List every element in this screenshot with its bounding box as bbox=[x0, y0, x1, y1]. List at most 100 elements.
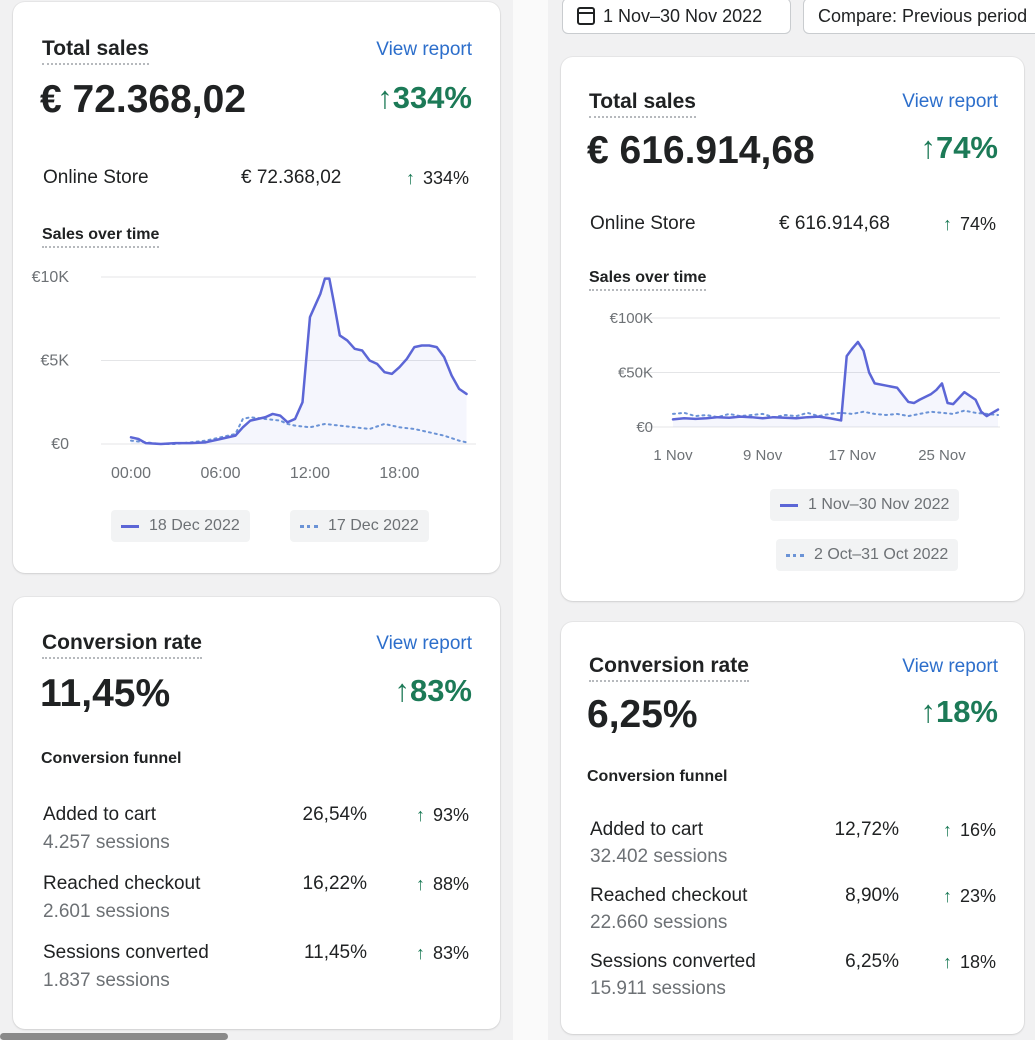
x-tick-label: 9 Nov bbox=[743, 447, 783, 464]
total-sales-value: € 616.914,68 bbox=[587, 129, 815, 172]
funnel-pct: 6,25% bbox=[845, 951, 899, 972]
total-sales-value: € 72.368,02 bbox=[40, 78, 247, 121]
x-tick-label: 18:00 bbox=[379, 465, 419, 482]
funnel-pct: 12,72% bbox=[834, 819, 899, 840]
sales-chart: €0 €50K €100K 1 Nov 9 Nov 17 Nov 25 Nov bbox=[561, 300, 1024, 470]
funnel-label: Sessions converted bbox=[590, 951, 756, 972]
conversion-rate-change: ↑83% bbox=[394, 673, 472, 708]
channel-change: ↑ 334% bbox=[405, 168, 469, 188]
arrow-up-icon: ↑ bbox=[415, 874, 425, 894]
arrow-up-icon: ↑ bbox=[920, 130, 936, 165]
dotted-line-icon bbox=[300, 524, 318, 528]
funnel-pct: 16,22% bbox=[302, 873, 367, 894]
series-area bbox=[131, 278, 467, 444]
conversion-rate-title[interactable]: Conversion rate bbox=[589, 654, 749, 682]
funnel-change: ↑ 16% bbox=[942, 820, 996, 840]
arrow-up-icon: ↑ bbox=[377, 80, 393, 115]
funnel-pct: 8,90% bbox=[845, 885, 899, 906]
arrow-up-icon: ↑ bbox=[942, 820, 952, 840]
funnel-change: ↑ 88% bbox=[415, 874, 469, 894]
arrow-up-icon: ↑ bbox=[415, 805, 425, 825]
conversion-rate-card: Conversion rate View report 11,45% ↑83% … bbox=[13, 597, 500, 1029]
total-sales-change: ↑334% bbox=[377, 80, 472, 115]
panel-divider bbox=[513, 0, 548, 1040]
funnel-change: ↑ 23% bbox=[942, 886, 996, 906]
funnel-change: ↑ 18% bbox=[942, 952, 996, 972]
funnel-label: Sessions converted bbox=[43, 942, 209, 963]
conversion-rate-card: Conversion rate View report 6,25% ↑18% C… bbox=[561, 622, 1024, 1034]
funnel-sessions: 4.257 sessions bbox=[43, 832, 170, 853]
y-tick-label: €0 bbox=[636, 419, 653, 436]
sales-chart: €0 €5K €10K 00:00 06:00 12:00 18:00 bbox=[13, 257, 500, 497]
y-tick-label: €100K bbox=[610, 310, 653, 327]
funnel-sessions: 22.660 sessions bbox=[590, 912, 728, 933]
y-tick-label: €5K bbox=[41, 353, 70, 370]
funnel-label: Reached checkout bbox=[590, 885, 748, 906]
channel-value: € 72.368,02 bbox=[241, 167, 342, 188]
solid-line-icon bbox=[780, 503, 798, 507]
total-sales-card: Total sales View report € 72.368,02 ↑334… bbox=[13, 2, 500, 573]
arrow-up-icon: ↑ bbox=[920, 694, 936, 729]
legend-current[interactable]: 1 Nov–30 Nov 2022 bbox=[770, 489, 960, 521]
date-range-button[interactable]: 1 Nov–30 Nov 2022 bbox=[562, 0, 791, 34]
conversion-rate-value: 11,45% bbox=[40, 672, 171, 715]
y-tick-label: €50K bbox=[618, 365, 653, 382]
funnel-sessions: 1.837 sessions bbox=[43, 970, 170, 991]
legend-current[interactable]: 18 Dec 2022 bbox=[111, 510, 250, 542]
channel-label: Online Store bbox=[590, 213, 696, 234]
y-tick-label: €10K bbox=[32, 269, 70, 286]
sales-chart-svg: €0 €50K €100K 1 Nov 9 Nov 17 Nov 25 Nov bbox=[610, 310, 1000, 464]
arrow-up-icon: ↑ bbox=[415, 943, 425, 963]
arrow-up-icon: ↑ bbox=[942, 886, 952, 906]
horizontal-scrollbar[interactable] bbox=[0, 1033, 228, 1040]
view-report-link[interactable]: View report bbox=[902, 656, 998, 677]
dotted-line-icon bbox=[786, 553, 804, 557]
channel-value: € 616.914,68 bbox=[779, 213, 890, 234]
arrow-up-icon: ↑ bbox=[942, 214, 952, 234]
funnel-label: Added to cart bbox=[43, 804, 157, 825]
arrow-up-icon: ↑ bbox=[394, 673, 410, 708]
x-tick-label: 1 Nov bbox=[653, 447, 693, 464]
current-period-line bbox=[671, 340, 1000, 422]
view-report-link[interactable]: View report bbox=[376, 633, 472, 654]
total-sales-card: Total sales View report € 616.914,68 ↑74… bbox=[561, 57, 1024, 601]
x-tick-label: 25 Nov bbox=[918, 447, 966, 464]
funnel-change: ↑ 93% bbox=[415, 805, 469, 825]
x-tick-label: 00:00 bbox=[111, 465, 151, 482]
legend-previous[interactable]: 2 Oct–31 Oct 2022 bbox=[776, 539, 959, 571]
calendar-icon bbox=[577, 7, 595, 25]
x-tick-label: 17 Nov bbox=[829, 447, 877, 464]
sales-over-time-title[interactable]: Sales over time bbox=[589, 269, 707, 291]
previous-period-line bbox=[672, 409, 999, 419]
channel-label: Online Store bbox=[43, 167, 149, 188]
funnel-sessions: 32.402 sessions bbox=[590, 846, 728, 867]
total-sales-title[interactable]: Total sales bbox=[589, 90, 696, 118]
conversion-funnel-title: Conversion funnel bbox=[41, 750, 182, 767]
total-sales-title[interactable]: Total sales bbox=[42, 37, 149, 65]
conversion-rate-change: ↑18% bbox=[920, 694, 998, 729]
conversion-rate-title[interactable]: Conversion rate bbox=[42, 631, 202, 659]
legend-previous[interactable]: 17 Dec 2022 bbox=[290, 510, 429, 542]
total-sales-change: ↑74% bbox=[920, 130, 998, 165]
funnel-change: ↑ 83% bbox=[415, 943, 469, 963]
sales-chart-svg: €0 €5K €10K 00:00 06:00 12:00 18:00 bbox=[32, 269, 476, 482]
funnel-pct: 26,54% bbox=[302, 804, 367, 825]
funnel-label: Reached checkout bbox=[43, 873, 201, 894]
arrow-up-icon: ↑ bbox=[942, 952, 952, 972]
funnel-sessions: 2.601 sessions bbox=[43, 901, 170, 922]
x-tick-label: 06:00 bbox=[200, 465, 240, 482]
view-report-link[interactable]: View report bbox=[376, 39, 472, 60]
conversion-rate-value: 6,25% bbox=[587, 693, 698, 736]
funnel-label: Added to cart bbox=[590, 819, 704, 840]
view-report-link[interactable]: View report bbox=[902, 91, 998, 112]
conversion-funnel-title: Conversion funnel bbox=[587, 768, 728, 785]
funnel-pct: 11,45% bbox=[303, 942, 367, 963]
channel-change: ↑ 74% bbox=[942, 214, 996, 234]
sales-over-time-title[interactable]: Sales over time bbox=[42, 226, 160, 248]
funnel-sessions: 15.911 sessions bbox=[590, 978, 726, 999]
y-tick-label: €0 bbox=[51, 436, 69, 453]
compare-button[interactable]: Compare: Previous period bbox=[803, 0, 1035, 34]
x-tick-label: 12:00 bbox=[290, 465, 330, 482]
arrow-up-icon: ↑ bbox=[405, 168, 415, 188]
solid-line-icon bbox=[121, 524, 139, 528]
